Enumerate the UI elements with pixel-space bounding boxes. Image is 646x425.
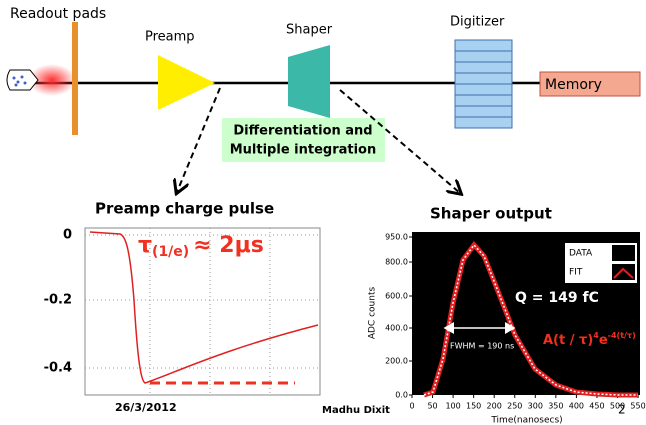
y-tick-label: 0 [63, 228, 72, 243]
pipeline: Readout pads Preamp Shaper Digitizer Mem… [7, 6, 640, 193]
x-tick-label: 250 [507, 402, 522, 411]
author: Madhu Dixit [322, 405, 390, 416]
x-tick-label: 350 [548, 402, 563, 411]
y-tick-label: 800.0 [385, 258, 408, 267]
x-tick-label: 450 [589, 402, 604, 411]
y-tick-label: 600.0 [385, 292, 408, 301]
x-tick-label: 200 [487, 402, 502, 411]
arrow [177, 88, 220, 192]
x-axis-label: Time(nanosecs) [490, 416, 562, 425]
note-line: Differentiation and [233, 124, 372, 139]
fwhm: FWHM = 190 ns [450, 342, 514, 351]
page-number: 2 [618, 403, 626, 417]
date: 26/3/2012 [115, 401, 177, 414]
y-tick-label: 0.0 [395, 391, 408, 400]
x-tick-label: 50 [427, 402, 437, 411]
plot-title: Preamp charge pulse [95, 200, 274, 218]
x-tick-label: 300 [528, 402, 543, 411]
readout-label: Readout pads [10, 6, 106, 22]
x-tick-label: 400 [569, 402, 584, 411]
legend-entry: DATA [569, 249, 593, 259]
y-tick-label: 950.0 [385, 233, 408, 242]
legend-swatch [612, 245, 635, 261]
y-axis-label: ADC counts [368, 287, 378, 340]
shaper-label: Shaper [286, 23, 333, 38]
y-tick-label: -0.2 [44, 293, 72, 308]
slide: Readout pads Preamp Shaper Digitizer Mem… [0, 0, 646, 425]
preamp-plot: Preamp charge pulse 0-0.2-0.4 τ(1/e)≈ 2μ… [44, 200, 320, 415]
shaper [288, 45, 330, 118]
x-tick-label: 550 [630, 402, 645, 411]
charge: Q = 149 fC [515, 290, 599, 306]
preamp-label: Preamp [145, 30, 195, 45]
note-line: Multiple integration [230, 143, 377, 158]
digitizer-label: Digitizer [450, 15, 505, 30]
y-tick-label: -0.4 [44, 361, 72, 376]
x-tick-label: 0 [409, 402, 414, 411]
readout-pad [72, 22, 78, 135]
shaper-plot: Shaper output 950.0 800.0 600.0 400.0 200.0 0… [368, 205, 646, 425]
y-tick-label: 200.0 [385, 357, 408, 366]
x-tick-label: 150 [466, 402, 481, 411]
y-tick-label: 400.0 [385, 324, 408, 333]
legend-entry: FIT [569, 268, 583, 278]
memory-label: Memory [545, 77, 602, 93]
plot-title: Shaper output [430, 205, 552, 223]
preamp [158, 55, 215, 110]
x-tick-label: 100 [445, 402, 460, 411]
